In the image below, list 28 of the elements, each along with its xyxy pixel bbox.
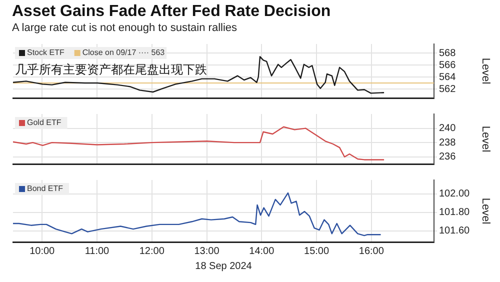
chart-title: Asset Gains Fade After Fed Rate Decision bbox=[11, 2, 332, 21]
y-axis-title: Level bbox=[479, 58, 492, 84]
y-tick-label: 566 bbox=[439, 60, 456, 71]
y-axis-title: Level bbox=[479, 126, 492, 152]
y-axis-title: Level bbox=[479, 198, 492, 224]
y-tick-label: 238 bbox=[439, 137, 456, 148]
y-tick-label: 101.80 bbox=[439, 207, 470, 218]
x-tick-label: 14:00 bbox=[249, 246, 275, 257]
x-axis-title: 18 Sep 2024 bbox=[195, 260, 252, 272]
legend-label: Bond ETF bbox=[27, 184, 64, 194]
x-tick-label: 12:00 bbox=[139, 246, 165, 257]
y-tick-label: 568 bbox=[439, 48, 456, 59]
y-tick-label: 240 bbox=[439, 123, 456, 134]
y-tick-label: 564 bbox=[439, 72, 456, 83]
x-tick-label: 16:00 bbox=[358, 246, 384, 257]
x-tick-label: 13:00 bbox=[194, 246, 220, 257]
legend-label: Gold ETF bbox=[27, 118, 62, 128]
chart-subtitle: A large rate cut is not enough to sustain rallies bbox=[11, 21, 238, 36]
x-tick-label: 11:00 bbox=[84, 246, 110, 257]
y-tick-label: 101.60 bbox=[439, 226, 470, 237]
x-tick-label: 15:00 bbox=[304, 246, 330, 257]
y-tick-label: 102.00 bbox=[439, 188, 470, 200]
y-tick-label: 236 bbox=[439, 152, 456, 163]
legend-label: Close on 09/17 ···· 563 bbox=[82, 48, 166, 58]
annotation: 几乎所有主要资产都在尾盘出现下跌 bbox=[15, 62, 207, 76]
legend-label: Stock ETF bbox=[27, 48, 64, 58]
x-tick-label: 10:00 bbox=[30, 246, 56, 257]
y-tick-label: 562 bbox=[439, 84, 456, 95]
